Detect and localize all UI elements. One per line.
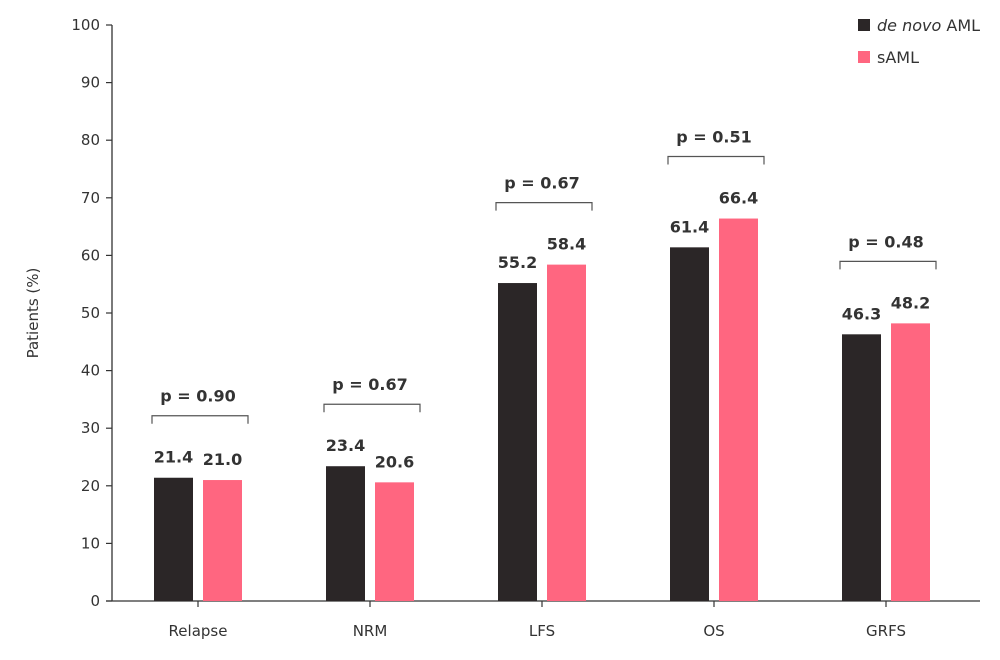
bar-saml	[203, 480, 242, 601]
p-value-label: p = 0.90	[160, 387, 235, 406]
x-tick-label: NRM	[353, 622, 388, 640]
x-tick-label: GRFS	[866, 622, 906, 640]
significance-bracket	[495, 202, 593, 211]
axes: 0 10 20 30 40 50 60 70 80 90 100 Relapse NRM LFS OS GRF…	[71, 16, 980, 640]
y-tick-label: 40	[81, 362, 100, 380]
bar-de-novo	[670, 247, 709, 601]
y-axis-label: Patients (%)	[24, 268, 42, 359]
y-tick-label: 80	[81, 131, 100, 149]
y-tick-label: 10	[81, 534, 100, 552]
legend-label-de-novo: de novo AML	[877, 16, 980, 35]
bar-saml	[719, 218, 758, 601]
p-value-label: p = 0.48	[848, 232, 923, 251]
x-tick-label: Relapse	[169, 622, 228, 640]
legend-swatch-de-novo	[858, 19, 870, 31]
legend: de novo AML sAML	[858, 16, 980, 67]
significance-bracket	[151, 415, 249, 424]
y-tick-label: 70	[81, 189, 100, 207]
bar-de-novo	[326, 466, 365, 601]
y-tick-label: 50	[81, 304, 100, 322]
significance-bracket	[323, 403, 421, 413]
x-tick-label: OS	[703, 622, 724, 640]
bar-saml	[375, 482, 414, 601]
bar-de-novo	[842, 334, 881, 601]
data-label: 55.2	[498, 253, 537, 272]
x-tick-label: LFS	[529, 622, 555, 640]
data-label: 21.4	[154, 448, 193, 467]
y-tick-label: 20	[81, 477, 100, 495]
bar-de-novo	[154, 477, 193, 601]
significance-bracket	[839, 260, 937, 270]
data-label: 21.0	[203, 450, 242, 469]
legend-label-saml: sAML	[877, 48, 919, 67]
data-label: 23.4	[326, 436, 365, 455]
data-label: 58.4	[547, 235, 586, 254]
significance-bracket	[667, 155, 765, 165]
data-label: 66.4	[719, 189, 758, 208]
data-label: 61.4	[670, 217, 709, 236]
bar-de-novo	[498, 283, 537, 601]
y-tick-label: 60	[81, 246, 100, 264]
y-tick-label: 100	[71, 16, 100, 34]
p-value-label: p = 0.67	[504, 174, 579, 193]
p-value-label: p = 0.51	[676, 128, 751, 147]
p-value-label: p = 0.67	[332, 375, 407, 394]
y-tick-label: 0	[90, 592, 100, 610]
bar-saml	[547, 264, 586, 601]
data-label: 46.3	[842, 304, 881, 323]
legend-swatch-saml	[858, 51, 870, 63]
bar-saml	[891, 323, 930, 601]
bars: 21.4 21.0 p = 0.90 23.4 20.6 p = 0.67 55.2 58.4…	[151, 128, 937, 601]
y-tick-label: 90	[81, 74, 100, 92]
data-label: 20.6	[375, 452, 414, 471]
data-label: 48.2	[891, 293, 930, 312]
y-tick-label: 30	[81, 419, 100, 437]
